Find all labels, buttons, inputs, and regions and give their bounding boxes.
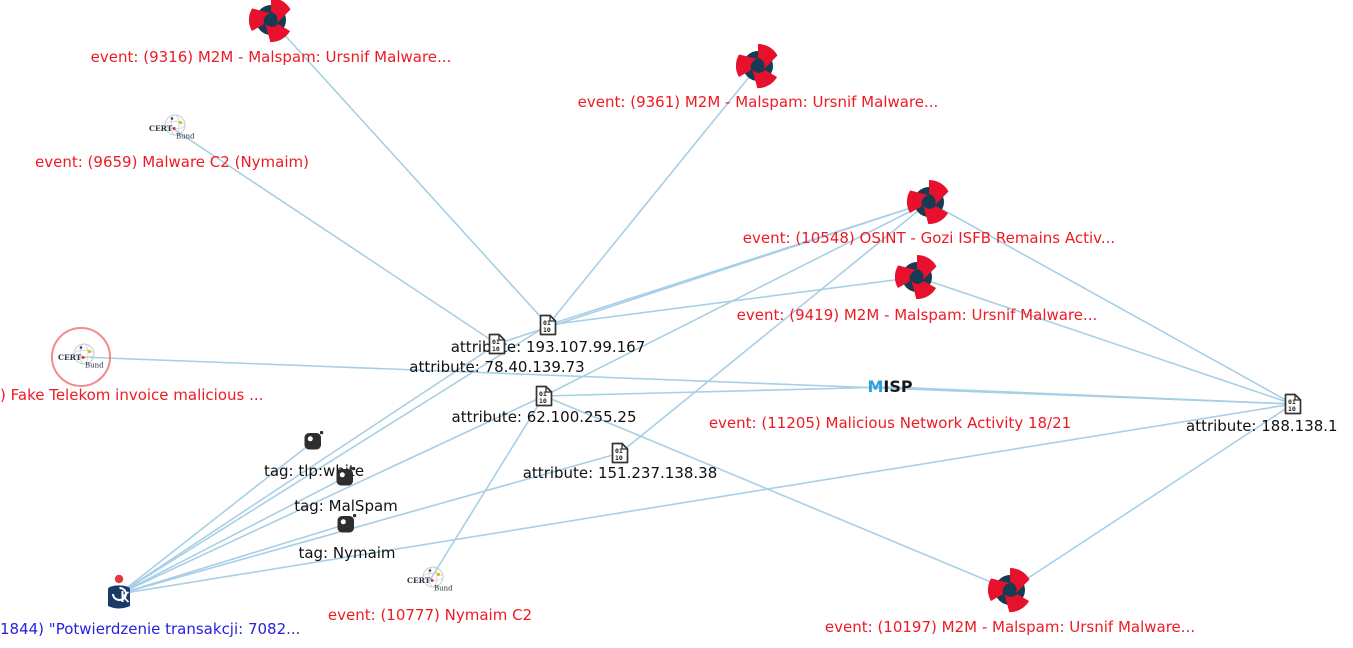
node-a78[interactable]: 01 10 [488,333,506,355]
edge [118,440,315,595]
attribute-icon: 01 10 [539,314,557,336]
node-label-certA[interactable]: event: (9659) Malware C2 (Nymaim) [35,153,309,171]
node-label-pko[interactable]: 1844) "Potwierdzenie transakcji: 7082... [0,620,301,638]
svg-text:10: 10 [615,454,623,462]
node-e9419[interactable] [894,254,940,300]
tag-icon [337,514,357,533]
pko-logo [108,574,130,609]
certbund-logo: CERT Bund [58,343,104,370]
edge [118,523,348,595]
node-label-certC[interactable]: event: (10777) Nymaim C2 [327,606,533,624]
svg-text:10: 10 [1288,405,1296,413]
svg-text:CERT: CERT [58,353,82,362]
svg-text:10: 10 [543,326,551,334]
edge [543,201,930,397]
node-t_nym[interactable] [337,514,357,534]
edge [80,356,1294,405]
node-label-a62[interactable]: attribute: 62.100.255.25 [451,408,637,426]
svg-text:CERT: CERT [407,576,431,585]
node-t_tlp[interactable] [304,431,324,451]
edge [118,403,1294,595]
edge [118,343,498,595]
event-icon [906,179,949,225]
node-label-a188[interactable]: attribute: 188.138.1 [1186,417,1338,435]
node-certA[interactable]: CERT Bund [148,113,196,143]
node-certC[interactable]: CERT Bund [406,565,454,595]
node-a151[interactable]: 01 10 [611,442,629,464]
node-label-t_nym[interactable]: tag: Nymaim [298,544,396,562]
svg-text:01: 01 [615,447,623,455]
node-label-e9419[interactable]: event: (9419) M2M - Malspam: Ursnif Malw… [736,306,1098,324]
node-label-e10548[interactable]: event: (10548) OSINT - Gozi ISFB Remains… [742,229,1116,247]
attribute-icon: 01 10 [488,333,506,355]
node-label-e9316[interactable]: event: (9316) M2M - Malspam: Ursnif Malw… [90,48,452,66]
edge [118,452,621,595]
certbund-logo: CERT Bund [407,566,453,593]
node-label-a151[interactable]: attribute: 151.237.138.38 [522,464,718,482]
node-label-t_mal[interactable]: tag: MalSpam [294,497,398,515]
node-label-certB[interactable]: ) Fake Telekom invoice malicious ... [0,386,264,404]
edge [118,476,347,595]
node-e10548[interactable] [906,179,952,225]
node-e11205[interactable]: MISP [867,379,912,395]
svg-text:CERT: CERT [149,124,173,133]
node-a193[interactable]: 01 10 [539,314,557,336]
tag-icon [304,431,324,450]
edge [543,395,1011,591]
attribute-icon: 01 10 [611,442,629,464]
misp-logo: MISP [867,377,913,396]
certbund-logo: CERT Bund [149,114,195,141]
svg-text:10: 10 [492,345,500,353]
node-label-e10197[interactable]: event: (10197) M2M - Malspam: Ursnif Mal… [824,618,1196,636]
edge [547,65,759,326]
node-label-a193[interactable]: attribute: 193.107.99.167 [450,338,646,356]
svg-text:10: 10 [539,397,547,405]
event-icon [248,0,291,43]
node-certB[interactable]: CERT Bund [57,342,105,372]
node-label-e9361[interactable]: event: (9361) M2M - Malspam: Ursnif Malw… [577,93,939,111]
edge [118,324,549,595]
svg-text:01: 01 [1288,398,1296,406]
edge [543,386,891,397]
node-e9361[interactable] [735,43,781,89]
svg-text:01: 01 [543,319,551,327]
edge [619,201,930,454]
event-icon [987,567,1030,613]
edge [1009,403,1294,591]
node-label-a78[interactable]: attribute: 78.40.139.73 [409,358,585,376]
node-e9316[interactable] [248,0,294,43]
svg-text:Bund: Bund [85,362,104,370]
edge [270,19,549,326]
event-icon [735,43,778,89]
attribute-icon: 01 10 [1284,393,1302,415]
svg-text:Bund: Bund [176,133,195,141]
node-a62[interactable]: 01 10 [535,385,553,407]
node-t_mal[interactable] [336,467,356,487]
svg-text:Bund: Bund [434,585,453,593]
edge [118,395,545,595]
attribute-icon: 01 10 [535,385,553,407]
edge [496,201,930,345]
tag-icon [336,467,356,486]
edge [916,276,1294,405]
node-a188[interactable]: 01 10 [1284,393,1302,415]
selected-node-ring [51,327,111,387]
edge [429,395,545,581]
svg-text:01: 01 [539,390,547,398]
node-pko[interactable] [103,574,135,614]
event-icon [894,254,937,300]
edge [171,127,498,345]
edge [928,201,1294,405]
svg-text:01: 01 [492,338,500,346]
node-e10197[interactable] [987,567,1033,613]
node-label-e11205[interactable]: event: (11205) Malicious Network Activit… [708,414,1072,432]
